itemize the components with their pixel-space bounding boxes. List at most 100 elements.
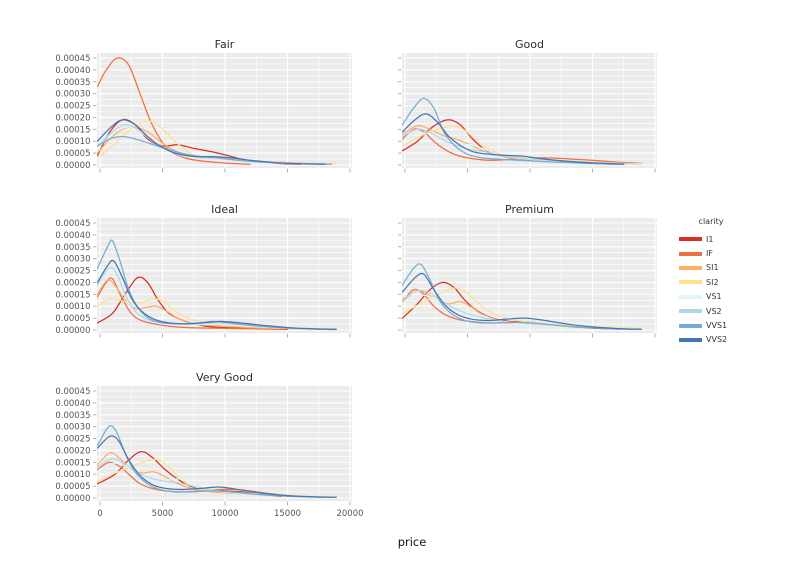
y-tick-label: 0.00030	[55, 423, 90, 433]
y-tick-label: 0.00025	[55, 102, 90, 112]
y-tick-label: 0.00040	[55, 231, 90, 241]
legend-label: VS1	[706, 292, 722, 302]
x-tick-label: 15000	[274, 509, 301, 519]
y-tick-label: 0.00015	[55, 290, 90, 300]
kde-curve-VVS2	[402, 272, 642, 330]
y-tick-label: 0.00030	[55, 255, 90, 265]
tick-marks	[398, 57, 656, 173]
legend: clarity I1 IF SI1 SI2 VS1 VS2 VVS1 VVS2	[679, 216, 743, 347]
panel-ideal: 0.000000.000050.000100.000150.000200.000…	[55, 203, 352, 338]
y-tick-label: 0.00005	[55, 482, 90, 492]
legend-swatch	[679, 265, 702, 270]
curves	[97, 57, 337, 165]
grid-major	[97, 218, 352, 333]
tick-marks	[93, 57, 351, 173]
kde-curve-VVS2	[402, 113, 625, 165]
y-tick-label: 0.00040	[55, 399, 90, 409]
legend-swatch	[679, 323, 702, 328]
tick-marks	[93, 390, 351, 506]
curves	[97, 425, 337, 498]
legend-label: VVS2	[706, 335, 728, 345]
y-tick-label: 0.00035	[55, 411, 90, 421]
y-tick-label: 0.00010	[55, 302, 90, 312]
x-axis-label: price	[397, 535, 427, 549]
panel-title: Premium	[505, 203, 554, 216]
legend-label: IF	[706, 249, 713, 259]
legend-label: VVS1	[706, 321, 728, 331]
legend-swatch	[679, 237, 702, 242]
kde-curve-VVS2	[97, 259, 337, 330]
tick-marks	[93, 222, 351, 338]
y-tick-label: 0.00025	[55, 435, 90, 445]
x-tick-label: 5000	[152, 509, 174, 519]
kde-curve-IF	[97, 277, 276, 330]
y-tick-label: 0.00015	[55, 458, 90, 468]
kde-curve-SI1	[97, 279, 332, 330]
kde-curve-VVS1	[402, 263, 631, 330]
legend-label: SI1	[706, 263, 719, 273]
kde-curve-IF	[97, 57, 251, 165]
x-tick-label: 20000	[336, 509, 363, 519]
y-tick-label: 0.00020	[55, 446, 90, 456]
curves	[402, 263, 642, 330]
legend-item-I1: I1	[679, 232, 743, 246]
legend-item-VS2: VS2	[679, 304, 743, 318]
legend-swatch	[679, 337, 702, 342]
y-tick-label: 0.00015	[55, 125, 90, 135]
y-tick-label: 0.00040	[55, 66, 90, 76]
y-tick-label: 0.00010	[55, 137, 90, 147]
legend-item-VS1: VS1	[679, 290, 743, 304]
legend-swatch	[679, 309, 702, 314]
y-tick-label: 0.00010	[55, 470, 90, 480]
panel-title: Good	[515, 38, 544, 51]
legend-swatch	[679, 280, 702, 285]
y-tick-label: 0.00035	[55, 78, 90, 88]
x-tick-label: 0	[97, 509, 102, 519]
panel-premium: Premium	[398, 203, 657, 338]
legend-title: clarity	[698, 217, 724, 226]
kde-curve-VVS2	[97, 119, 326, 165]
kde-curve-VVS1	[97, 425, 326, 498]
legend-swatch	[679, 251, 702, 256]
y-tick-label: 0.00030	[55, 90, 90, 100]
y-tick-label: 0.00025	[55, 267, 90, 277]
legend-item-SI2: SI2	[679, 275, 743, 289]
y-tick-label: 0.00045	[55, 54, 90, 64]
panel-fair: 0.000000.000050.000100.000150.000200.000…	[55, 38, 352, 173]
legend-label: I1	[706, 234, 714, 244]
panel-good: Good	[398, 38, 657, 173]
y-tick-label: 0.00000	[55, 326, 90, 336]
panel-title: Very Good	[196, 371, 253, 384]
y-tick-label: 0.00005	[55, 149, 90, 159]
legend-item-VVS2: VVS2	[679, 333, 743, 347]
y-tick-label: 0.00045	[55, 219, 90, 229]
panel-title: Ideal	[211, 203, 238, 216]
kde-curve-VVS2	[97, 435, 337, 498]
x-tick-label: 10000	[211, 509, 238, 519]
y-tick-label: 0.00020	[55, 113, 90, 123]
kde-curve-VVS1	[402, 97, 625, 165]
y-tick-label: 0.00035	[55, 243, 90, 253]
legend-label: VS2	[706, 306, 722, 316]
panel-very-good: 0.000000.000050.000100.000150.000200.000…	[55, 371, 363, 519]
tick-marks	[398, 222, 656, 338]
y-tick-label: 0.00000	[55, 494, 90, 504]
curves	[402, 97, 642, 165]
y-tick-label: 0.00000	[55, 161, 90, 171]
legend-label: SI2	[706, 277, 719, 287]
kde-curve-SI2	[402, 125, 642, 165]
y-tick-label: 0.00005	[55, 314, 90, 324]
grid-major	[402, 53, 657, 168]
y-tick-label: 0.00045	[55, 387, 90, 397]
grid-major	[97, 53, 352, 168]
curves	[97, 239, 337, 331]
legend-item-IF: IF	[679, 246, 743, 260]
y-tick-label: 0.00020	[55, 278, 90, 288]
panel-title: Fair	[215, 38, 235, 51]
legend-item-VVS1: VVS1	[679, 318, 743, 332]
legend-items: I1 IF SI1 SI2 VS1 VS2 VVS1 VVS2	[679, 232, 743, 347]
legend-item-SI1: SI1	[679, 261, 743, 275]
legend-swatch	[679, 294, 702, 299]
